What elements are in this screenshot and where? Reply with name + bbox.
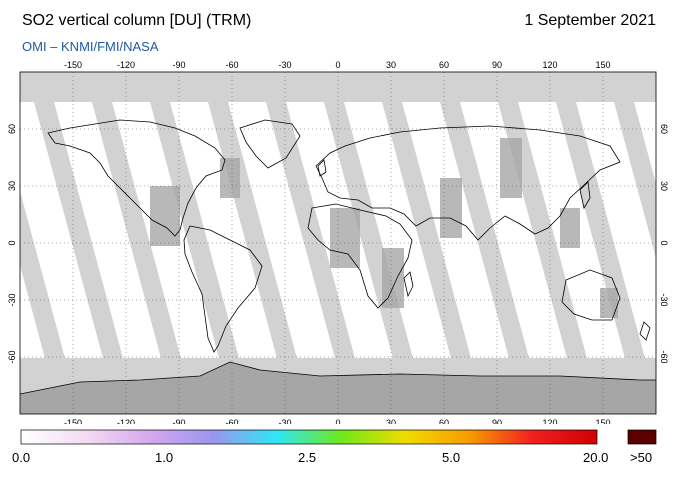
colorbar-gradient: [20, 429, 598, 445]
lon-ticks-bottom: -150 -120 -90 -60 -30 0 30 60 90 120 150: [64, 418, 611, 424]
lon-tick-label-top: -90: [172, 60, 185, 70]
lat-tick-label-right: 60: [659, 124, 669, 134]
colorbar-overflow-label: >50: [630, 450, 653, 465]
lon-tick-label-top: 90: [492, 60, 502, 70]
lon-tick-label-top: 120: [542, 60, 557, 70]
orbit-gap: [382, 102, 472, 362]
coast-europe-asia: [315, 125, 621, 241]
coast-south-america: [183, 225, 263, 353]
lat-tick-label-right: 30: [659, 181, 669, 191]
colorbar-label-4: 20.0: [583, 450, 609, 465]
colorbar-label-1: 1.0: [155, 450, 174, 465]
coast-uk: [317, 159, 327, 177]
coast-madagascar: [403, 271, 414, 298]
colorbar-label-0: 0.0: [12, 450, 31, 465]
lon-tick-label-top: -30: [278, 60, 291, 70]
land-gap-patch: [150, 186, 180, 246]
lat-ticks-right: 60 30 0 -30 -60: [659, 124, 669, 364]
lat-tick-label-left: 30: [7, 181, 17, 191]
so2-map: -150 -120 -90 -60 -30 0 30 60 90 120 150 -150 -120-…: [7, 60, 676, 424]
land-gap-patch: [600, 288, 618, 318]
orbit-gap: [34, 102, 124, 362]
lat-tick-label-right: -60: [659, 350, 669, 363]
land-gap-patch: [382, 248, 404, 308]
land-gap-patch: [500, 138, 522, 198]
lon-tick-label-top: 0: [335, 60, 340, 70]
coastlines: [20, 119, 656, 395]
land-gap-patch: [560, 208, 580, 248]
lon-tick-label-bottom: 30: [386, 418, 396, 424]
orbit-gap: [614, 102, 656, 258]
colorbar-label-3: 5.0: [442, 450, 461, 465]
map-credits: OMI – KNMI/FMI/NASA: [22, 39, 159, 54]
lon-tick-label-top: -60: [225, 60, 238, 70]
lon-tick-label-bottom: -30: [278, 418, 291, 424]
lon-tick-label-bottom: 120: [542, 418, 557, 424]
lat-tick-label-left: -30: [7, 293, 17, 306]
lat-tick-label-left: 0: [7, 240, 17, 245]
land-gap-patch: [330, 208, 360, 268]
map-date: 1 September 2021: [524, 12, 656, 29]
lon-tick-label-top: -150: [64, 60, 82, 70]
lat-ticks-left: 60 30 0 -30 -60: [7, 124, 17, 364]
lon-tick-label-bottom: -60: [225, 418, 238, 424]
orbit-gap: [672, 102, 676, 362]
coast-greenland: [239, 119, 301, 169]
orbit-gap: [556, 102, 646, 362]
coast-antarctica: [20, 361, 656, 395]
lon-tick-label-top: 30: [386, 60, 396, 70]
orbit-gap: [150, 102, 240, 362]
land-gap-patch: [440, 178, 462, 238]
lon-tick-label-top: -120: [117, 60, 135, 70]
colorbar-label-2: 2.5: [298, 450, 317, 465]
lat-tick-label-right: -30: [659, 293, 669, 306]
coast-north-america: [47, 119, 226, 237]
lon-tick-label-bottom: -90: [172, 418, 185, 424]
land-gap-patch: [220, 158, 240, 198]
lat-tick-label-left: 60: [7, 124, 17, 134]
lat-tick-label-left: -60: [7, 350, 17, 363]
lon-tick-label-bottom: 0: [335, 418, 340, 424]
lat-tick-label-right: 0: [659, 240, 669, 245]
coast-australia: [561, 269, 621, 321]
orbit-gap: [92, 102, 182, 362]
lon-tick-label-top: 60: [439, 60, 449, 70]
lon-tick-label-top: 150: [595, 60, 610, 70]
coast-new-zealand: [639, 321, 651, 341]
colorbar-overflow-swatch: [627, 429, 657, 445]
coast-africa: [307, 203, 413, 309]
graticule: [20, 72, 656, 414]
coast-japan: [579, 181, 591, 210]
lon-tick-label-bottom: -150: [64, 418, 82, 424]
lon-tick-label-bottom: 60: [439, 418, 449, 424]
map-frame: [19, 71, 657, 415]
colorbar: [20, 429, 657, 445]
orbit-gap: [440, 102, 530, 362]
lon-tick-label-bottom: -120: [117, 418, 135, 424]
lon-tick-label-bottom: 90: [492, 418, 502, 424]
orbit-gap: [20, 191, 66, 362]
lon-ticks-top: -150 -120 -90 -60 -30 0 30 60 90 120 150: [64, 60, 611, 70]
map-title: SO2 vertical column [DU] (TRM): [22, 12, 252, 29]
lon-tick-label-bottom: 150: [595, 418, 610, 424]
